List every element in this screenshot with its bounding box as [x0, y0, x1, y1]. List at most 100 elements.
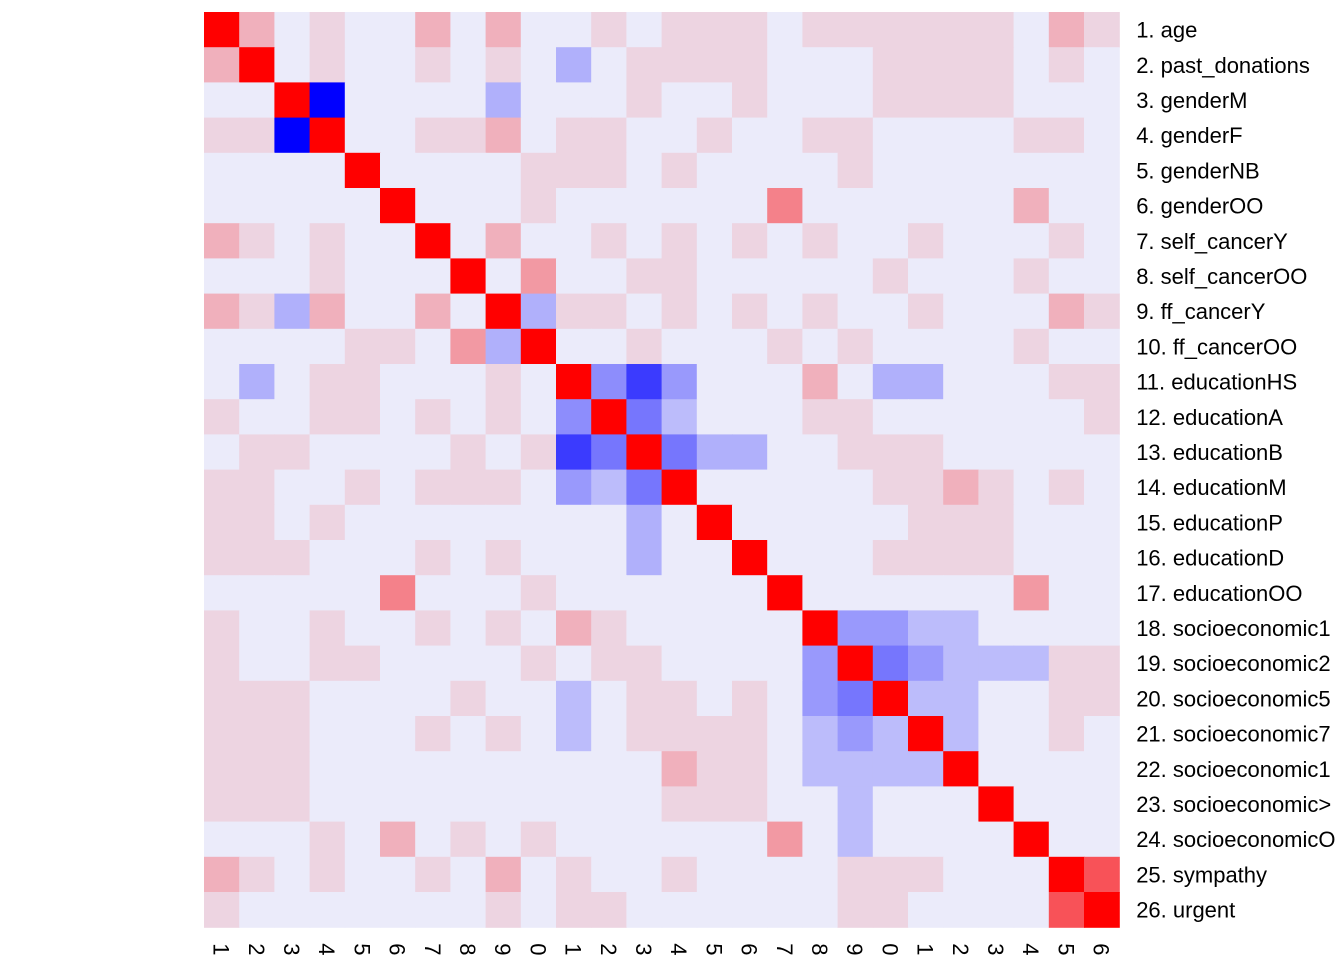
heatmap-cell-r16-c15 [696, 540, 733, 576]
heatmap-cell-r6-c4 [309, 188, 346, 224]
heatmap-cell-r25-c13 [626, 856, 663, 893]
column-label: 6 [737, 943, 762, 955]
heatmap-cell-r21-c11 [556, 716, 592, 752]
heatmap-cell-r25-c26 [1084, 856, 1120, 893]
heatmap-cell-r9-c18 [802, 293, 839, 330]
heatmap-cell-r22-c22 [943, 751, 979, 787]
heatmap-cell-r26-c18 [802, 892, 839, 928]
heatmap-cell-r5-c24 [1013, 152, 1050, 189]
heatmap-cell-r15-c19 [837, 504, 874, 541]
heatmap-cell-r22-c10 [520, 751, 557, 787]
heatmap-cell-r23-c13 [626, 786, 663, 823]
heatmap-cell-r6-c17 [767, 188, 803, 224]
heatmap-cell-r5-c26 [1084, 152, 1120, 189]
heatmap-cell-r13-c19 [837, 434, 874, 471]
heatmap-cell-r13-c2 [239, 434, 275, 471]
heatmap-cell-r8-c21 [908, 258, 944, 295]
column-label: 1 [913, 943, 938, 955]
heatmap-cell-r3-c13 [626, 82, 663, 119]
heatmap-cell-r21-c4 [309, 716, 346, 752]
row-label: 24. socioeconomicO [1136, 827, 1335, 852]
heatmap-cell-r17-c15 [696, 575, 733, 611]
heatmap-cell-r10-c25 [1048, 328, 1085, 365]
heatmap-cell-r13-c17 [767, 434, 803, 471]
heatmap-cell-r12-c10 [520, 399, 557, 435]
heatmap-cell-r15-c21 [908, 504, 944, 541]
heatmap-cell-r18-c3 [274, 610, 311, 647]
column-label: 3 [631, 943, 656, 955]
heatmap-cell-r8-c26 [1084, 258, 1120, 295]
heatmap-cell-r15-c8 [450, 504, 487, 541]
heatmap-cell-r11-c5 [344, 364, 381, 400]
heatmap-cell-r9-c2 [239, 293, 275, 330]
heatmap-cell-r5-c14 [661, 152, 698, 189]
heatmap-cell-r1-c26 [1084, 12, 1120, 48]
heatmap-cell-r11-c22 [943, 364, 979, 400]
heatmap-cell-r23-c11 [556, 786, 592, 823]
heatmap-cell-r9-c6 [380, 293, 416, 330]
heatmap-cell-r15-c13 [626, 504, 663, 541]
heatmap-cell-r4-c25 [1048, 117, 1085, 154]
heatmap-cell-r26-c22 [943, 892, 979, 928]
heatmap-cell-r20-c22 [943, 680, 979, 717]
heatmap-cell-r24-c24 [1013, 821, 1050, 858]
heatmap-cell-r23-c25 [1048, 786, 1085, 823]
heatmap-cell-r1-c16 [732, 12, 768, 48]
heatmap-cell-r18-c26 [1084, 610, 1120, 647]
heatmap-cell-r23-c15 [696, 786, 733, 823]
heatmap-cell-r5-c16 [732, 152, 768, 189]
heatmap-cell-r15-c9 [485, 504, 522, 541]
heatmap-cell-r3-c22 [943, 82, 979, 119]
heatmap-cell-r8-c22 [943, 258, 979, 295]
heatmap-cell-r26-c1 [204, 892, 240, 928]
heatmap-cell-r9-c13 [626, 293, 663, 330]
heatmap-cell-r19-c12 [591, 645, 627, 682]
heatmap-cell-r9-c24 [1013, 293, 1050, 330]
heatmap-cell-r1-c3 [274, 12, 311, 48]
heatmap-cell-r5-c9 [485, 152, 522, 189]
heatmap-cell-r22-c12 [591, 751, 627, 787]
heatmap-cell-r6-c16 [732, 188, 768, 224]
heatmap-cell-r1-c18 [802, 12, 839, 48]
heatmap-cell-r17-c19 [837, 575, 874, 611]
column-label: 8 [807, 943, 832, 955]
heatmap-cell-r24-c17 [767, 821, 803, 858]
heatmap-cell-r19-c20 [872, 645, 909, 682]
heatmap-cell-r16-c5 [344, 540, 381, 576]
heatmap-cell-r20-c24 [1013, 680, 1050, 717]
heatmap-cell-r21-c15 [696, 716, 733, 752]
row-label: 1. age [1136, 18, 1197, 43]
heatmap-cell-r22-c9 [485, 751, 522, 787]
heatmap-cell-r7-c9 [485, 223, 522, 259]
heatmap-cell-r5-c12 [591, 152, 627, 189]
heatmap-cell-r17-c21 [908, 575, 944, 611]
heatmap-cell-r23-c16 [732, 786, 768, 823]
heatmap-cell-r23-c9 [485, 786, 522, 823]
column-label: 2 [244, 943, 269, 955]
heatmap-cell-r10-c13 [626, 328, 663, 365]
heatmap-cell-r18-c2 [239, 610, 275, 647]
heatmap-cell-r22-c17 [767, 751, 803, 787]
heatmap-cell-r4-c26 [1084, 117, 1120, 154]
heatmap-cell-r6-c12 [591, 188, 627, 224]
heatmap-cell-r12-c17 [767, 399, 803, 435]
heatmap-cell-r25-c6 [380, 856, 416, 893]
heatmap-cell-r3-c5 [344, 82, 381, 119]
heatmap-cell-r2-c19 [837, 47, 874, 83]
heatmap-cell-r17-c20 [872, 575, 909, 611]
heatmap-cell-r21-c2 [239, 716, 275, 752]
heatmap-cell-r23-c17 [767, 786, 803, 823]
heatmap-cell-r24-c2 [239, 821, 275, 858]
heatmap-cell-r3-c3 [274, 82, 311, 119]
heatmap-cell-r11-c12 [591, 364, 627, 400]
heatmap-cell-r2-c9 [485, 47, 522, 83]
heatmap-cell-r5-c8 [450, 152, 487, 189]
heatmap-cell-r3-c6 [380, 82, 416, 119]
heatmap-cell-r3-c23 [978, 82, 1015, 119]
heatmap-cell-r10-c5 [344, 328, 381, 365]
heatmap-cell-r13-c3 [274, 434, 311, 471]
heatmap-cell-r4-c20 [872, 117, 909, 154]
heatmap-cell-r24-c26 [1084, 821, 1120, 858]
heatmap-cell-r10-c26 [1084, 328, 1120, 365]
heatmap-cell-r22-c26 [1084, 751, 1120, 787]
